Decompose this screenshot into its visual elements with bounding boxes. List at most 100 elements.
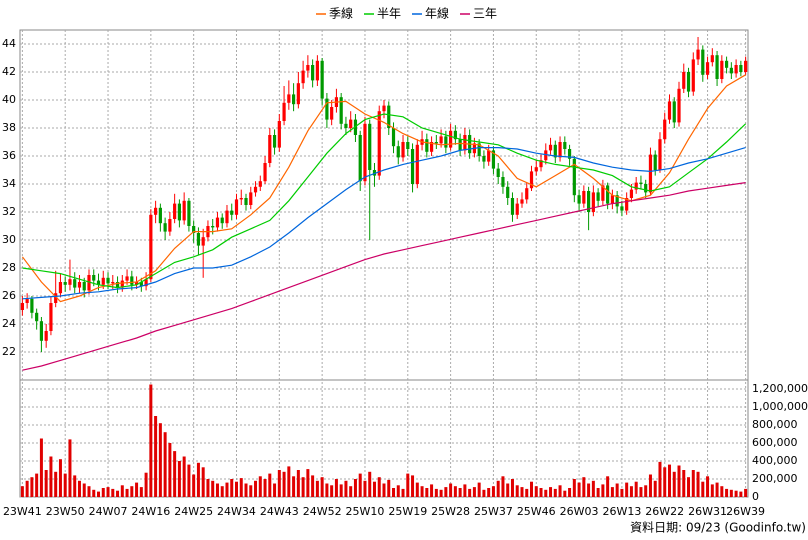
candle-body <box>396 146 400 158</box>
candle-body <box>391 128 396 147</box>
volume-bar <box>430 484 434 497</box>
volume-bar <box>510 479 514 497</box>
candle-body <box>287 94 291 103</box>
footnote: 資料日期: 09/23 (Goodinfo.tw) <box>630 521 806 535</box>
candle-body <box>724 60 729 68</box>
candle-body <box>325 98 329 120</box>
candle-body <box>477 143 481 156</box>
volume-bar <box>615 483 619 497</box>
candle-body <box>187 200 191 226</box>
volume-bar <box>577 482 581 497</box>
volume-bar <box>144 472 148 497</box>
candle-body <box>482 156 486 162</box>
candle-body <box>73 279 77 288</box>
volume-bar <box>515 485 519 497</box>
x-tick-label: 24W34 <box>217 505 256 518</box>
candle-body <box>434 142 438 144</box>
candle-body <box>510 198 515 215</box>
ma-line <box>22 113 747 289</box>
volume-bar <box>663 467 667 497</box>
volume-bar <box>591 480 595 497</box>
candle-body <box>344 123 348 128</box>
volume-bar <box>277 470 281 497</box>
volume-bar <box>106 487 110 497</box>
volume-bar <box>111 488 115 497</box>
volume-bar <box>382 483 386 497</box>
candle-body <box>667 101 672 120</box>
volume-bar <box>444 487 448 497</box>
candle-body <box>25 298 29 303</box>
candle-body <box>111 282 115 284</box>
x-tick-label: 26W39 <box>726 505 765 518</box>
volume-bar <box>691 470 695 497</box>
legend-label: 半年 <box>377 7 401 21</box>
candle-body <box>82 282 86 291</box>
volume-bar <box>63 473 67 497</box>
candle-body <box>487 150 491 162</box>
candle-body <box>491 150 496 169</box>
candle-body <box>92 275 96 281</box>
volume-bar <box>97 491 101 497</box>
candle-body <box>720 60 724 79</box>
volume-bar <box>292 476 296 497</box>
candle-body <box>453 130 457 140</box>
volume-bar <box>20 486 24 497</box>
candle-body <box>268 135 272 163</box>
candle-body <box>149 214 153 280</box>
candle-body <box>653 154 657 170</box>
volume-bar <box>449 483 453 497</box>
x-tick-label: 24W25 <box>174 505 213 518</box>
candle-body <box>372 170 377 176</box>
candle-body <box>211 226 215 228</box>
candle-body <box>177 203 181 221</box>
candle-body <box>596 192 600 201</box>
candle-body <box>496 168 500 177</box>
y-tick-label: 34 <box>2 177 16 190</box>
volume-bar <box>353 479 357 497</box>
volume-bar <box>606 476 610 497</box>
volume-bar <box>744 488 748 497</box>
candle-body <box>154 207 158 215</box>
volume-bar <box>315 480 319 497</box>
candle-body <box>601 185 605 201</box>
candle-body <box>49 303 53 331</box>
candle-body <box>644 184 648 193</box>
volume-bar <box>158 423 162 497</box>
volume-bar <box>49 456 53 497</box>
volume-bar <box>325 483 329 497</box>
volume-bar <box>139 487 143 497</box>
candle-body <box>234 199 239 215</box>
volume-bar <box>568 488 572 497</box>
candle-body <box>544 150 548 161</box>
candle-body <box>682 72 686 89</box>
volume-bar <box>706 476 710 497</box>
volume-bar <box>368 471 372 497</box>
volume-bar <box>729 489 733 497</box>
candle-body <box>282 102 286 121</box>
volume-bar <box>534 486 538 497</box>
candle-body <box>577 195 581 204</box>
candle-body <box>144 279 148 287</box>
volume-bar <box>648 474 652 497</box>
volume-bar <box>44 470 48 497</box>
volume-bar <box>387 479 391 497</box>
volume-bar <box>525 488 529 497</box>
candle-body <box>130 276 134 285</box>
volume-bar <box>211 480 215 497</box>
volume-bar <box>725 488 729 497</box>
candle-body <box>225 210 229 224</box>
x-tick-label: 24W16 <box>131 505 170 518</box>
volume-bar <box>311 475 315 497</box>
volume-bar <box>472 487 476 497</box>
candle-body <box>54 293 58 303</box>
y-tick-label: 24 <box>2 317 16 330</box>
volume-bar <box>644 485 648 497</box>
ma-line <box>22 147 746 300</box>
x-tick-label: 25W10 <box>346 505 385 518</box>
ma-line <box>21 74 746 303</box>
candle-body <box>339 97 343 124</box>
candle-body <box>215 217 220 228</box>
candle-body <box>534 167 538 172</box>
candle-body <box>648 154 653 193</box>
